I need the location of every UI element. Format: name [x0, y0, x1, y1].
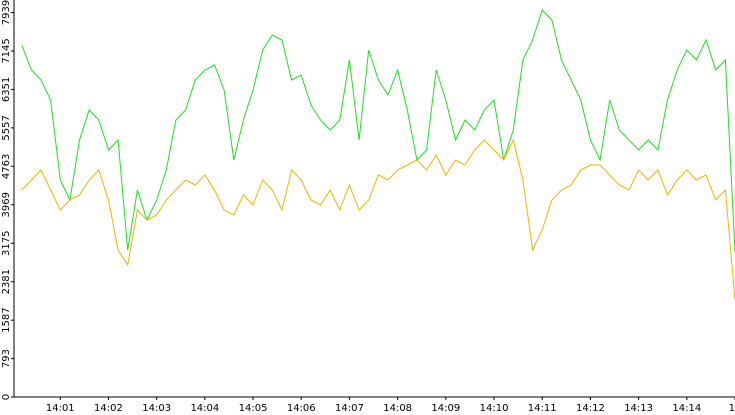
x-tick-label: 14:02 — [94, 403, 123, 414]
x-tick-label: 14:07 — [335, 403, 364, 414]
x-tick-label: 14:14 — [672, 403, 701, 414]
y-tick-label: 0 — [1, 394, 12, 400]
x-tick-label: 14:03 — [142, 403, 171, 414]
x-tick-label: 14:04 — [190, 403, 219, 414]
y-tick-label: 3969 — [1, 192, 12, 217]
x-tick-label: 14:10 — [480, 403, 509, 414]
x-tick-label: 14 — [729, 403, 735, 414]
series-line — [21, 138, 735, 301]
x-tick-label: 14:12 — [576, 403, 605, 414]
y-tick-label: 6351 — [1, 77, 12, 102]
y-tick-label: 1587 — [1, 307, 12, 332]
y-tick-label: 7939 — [1, 0, 12, 25]
x-tick-label: 14:05 — [239, 403, 268, 414]
y-tick-label: 3175 — [1, 231, 12, 256]
x-tick-label: 14:06 — [287, 403, 316, 414]
y-tick-label: 2381 — [1, 269, 12, 294]
y-tick-label: 5557 — [1, 115, 12, 140]
x-tick-label: 14:08 — [383, 403, 412, 414]
y-tick-label: 793 — [1, 349, 12, 368]
x-tick-label: 14:11 — [528, 403, 557, 414]
x-tick-label: 14:09 — [431, 403, 460, 414]
x-tick-label: 14:13 — [624, 403, 653, 414]
y-tick-label: 7145 — [1, 38, 12, 63]
x-tick-label: 14:01 — [46, 403, 75, 414]
series-line — [21, 9, 735, 252]
y-tick-label: 4763 — [1, 154, 12, 179]
